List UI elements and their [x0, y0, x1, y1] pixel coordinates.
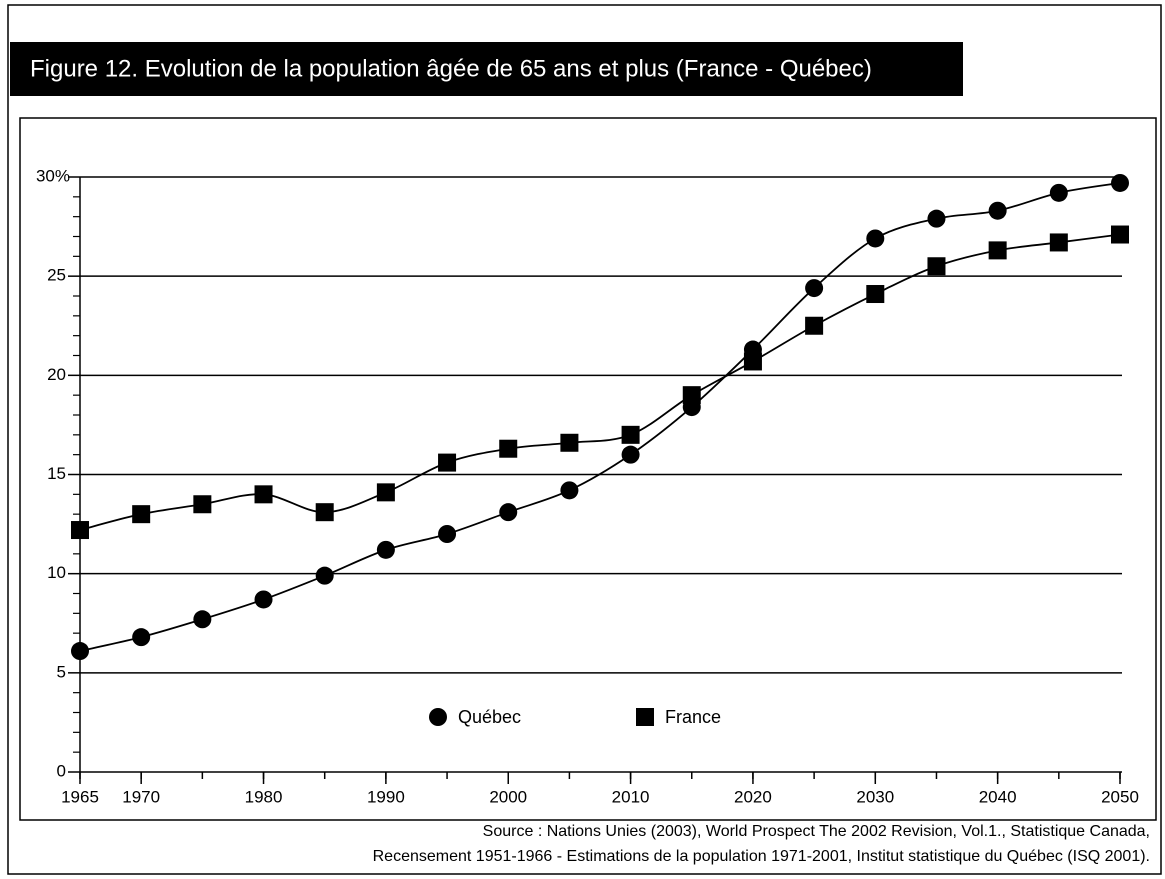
x-tick-label: 1990 — [367, 787, 405, 806]
point — [743, 352, 762, 371]
y-tick-label: 0 — [57, 761, 66, 780]
point — [1111, 225, 1129, 244]
point — [1049, 233, 1068, 252]
x-tick-label: 1970 — [122, 787, 160, 806]
point — [315, 503, 334, 522]
y-tick-label: 25 — [47, 266, 66, 285]
x-tick-label: 2040 — [979, 787, 1017, 806]
point — [560, 433, 579, 452]
point — [193, 610, 212, 629]
point — [499, 503, 518, 522]
point — [438, 525, 457, 543]
x-tick-label: 1980 — [245, 787, 283, 806]
point — [1111, 173, 1129, 192]
y-tick-label: 20 — [47, 365, 66, 384]
legend-label: Québec — [458, 707, 521, 727]
point — [254, 485, 273, 504]
point — [927, 209, 946, 228]
point — [1049, 183, 1068, 202]
point — [71, 642, 89, 661]
point — [438, 453, 457, 472]
source-line: Source : Nations Unies (2003), World Pro… — [483, 823, 1150, 840]
x-tick-label: 2000 — [489, 787, 527, 806]
point — [132, 505, 151, 524]
point — [866, 285, 885, 304]
outer-frame — [7, 4, 1162, 875]
legend-marker — [636, 708, 654, 726]
point — [71, 521, 89, 540]
point — [376, 540, 395, 559]
title-box — [10, 42, 963, 96]
point — [805, 316, 824, 335]
legend-label: France — [665, 707, 721, 727]
x-tick-label: 2050 — [1101, 787, 1139, 806]
y-tick-label: 15 — [47, 464, 66, 483]
y-tick-label: 5 — [57, 662, 66, 681]
point — [988, 201, 1007, 220]
point — [560, 481, 579, 500]
point — [132, 628, 151, 647]
point — [866, 229, 885, 248]
point — [376, 483, 395, 502]
point — [682, 386, 701, 405]
point — [805, 279, 824, 298]
point — [621, 445, 640, 464]
source-line: Recensement 1951-1966 - Estimations de l… — [373, 848, 1150, 865]
x-tick-label: 2010 — [612, 787, 650, 806]
legend-marker — [429, 708, 447, 726]
x-tick-label: 1965 — [61, 787, 99, 806]
point — [254, 590, 273, 609]
point — [193, 495, 212, 514]
point — [988, 241, 1007, 260]
y-tick-label: 10 — [47, 563, 66, 582]
chart-title: Figure 12. Evolution de la population âg… — [30, 55, 872, 82]
point — [927, 257, 946, 276]
x-tick-label: 2030 — [856, 787, 894, 806]
x-tick-label: 2020 — [734, 787, 772, 806]
point — [499, 439, 518, 458]
y-tick-label: 30% — [36, 166, 70, 185]
point — [315, 566, 334, 585]
point — [621, 425, 640, 444]
plot-frame — [19, 117, 1157, 821]
